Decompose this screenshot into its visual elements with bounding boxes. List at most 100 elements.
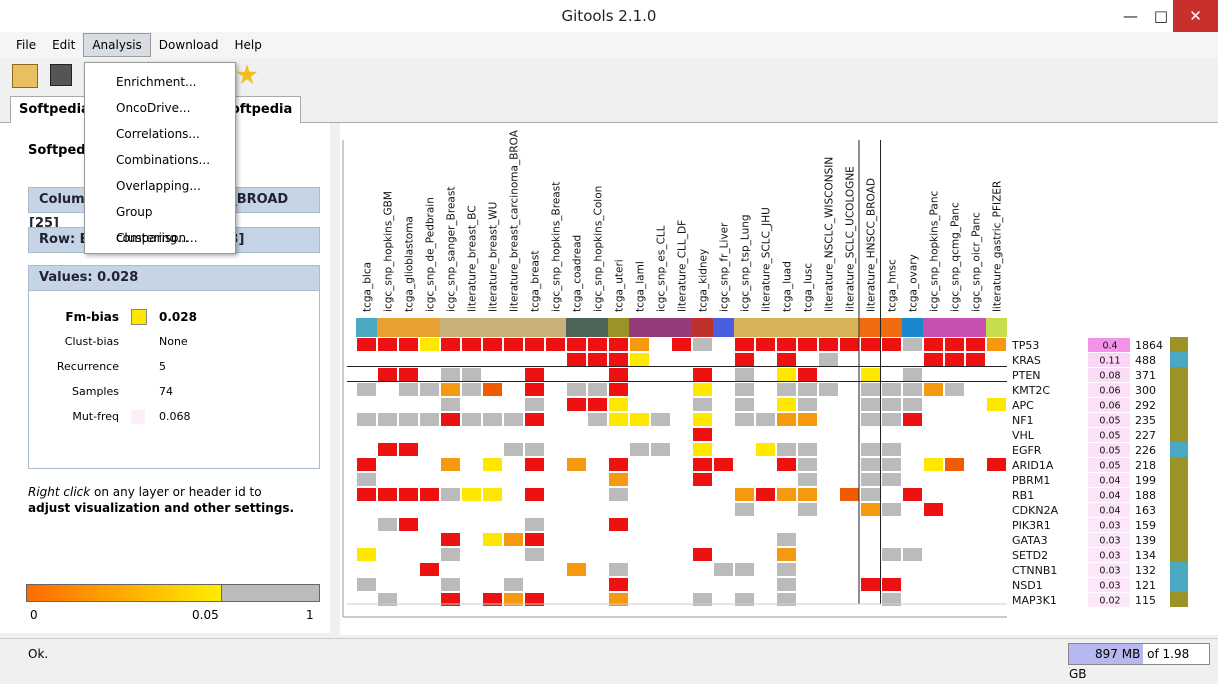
- heatmap-cell[interactable]: [903, 488, 922, 501]
- heatmap-cell[interactable]: [714, 563, 733, 576]
- heatmap-cell[interactable]: [588, 383, 607, 396]
- heatmap-cell[interactable]: [504, 578, 523, 591]
- heatmap-cell[interactable]: [462, 338, 481, 351]
- heatmap-cell[interactable]: [777, 593, 796, 606]
- heatmap-cell[interactable]: [756, 443, 775, 456]
- heatmap-cell[interactable]: [777, 338, 796, 351]
- heatmap-cell[interactable]: [420, 338, 439, 351]
- heatmap-cell[interactable]: [567, 383, 586, 396]
- heatmap-cell[interactable]: [630, 413, 649, 426]
- heatmap-cell[interactable]: [798, 443, 817, 456]
- heatmap-cell[interactable]: [924, 503, 943, 516]
- heatmap-cell[interactable]: [441, 368, 460, 381]
- heatmap-cell[interactable]: [861, 473, 880, 486]
- heatmap-cell[interactable]: [609, 338, 628, 351]
- heatmap-cell[interactable]: [903, 548, 922, 561]
- heatmap-cell[interactable]: [693, 413, 712, 426]
- heatmap-cell[interactable]: [399, 368, 418, 381]
- heatmap-cell[interactable]: [609, 413, 628, 426]
- heatmap-cell[interactable]: [945, 338, 964, 351]
- heatmap-cell[interactable]: [798, 413, 817, 426]
- heatmap-cell[interactable]: [735, 563, 754, 576]
- heatmap-cell[interactable]: [882, 398, 901, 411]
- heatmap-cell[interactable]: [798, 458, 817, 471]
- heatmap-cell[interactable]: [609, 383, 628, 396]
- menu-option[interactable]: Group comparison...: [116, 205, 198, 245]
- heatmap-cell[interactable]: [693, 338, 712, 351]
- menu-option[interactable]: Overlapping...: [116, 179, 201, 193]
- heatmap-cell[interactable]: [987, 338, 1006, 351]
- heatmap-cell[interactable]: [987, 398, 1006, 411]
- heatmap-cell[interactable]: [399, 443, 418, 456]
- heatmap-cell[interactable]: [735, 503, 754, 516]
- heatmap-cell[interactable]: [966, 353, 985, 366]
- heatmap-cell[interactable]: [735, 383, 754, 396]
- heatmap-cell[interactable]: [924, 458, 943, 471]
- heatmap-cell[interactable]: [588, 353, 607, 366]
- heatmap-cell[interactable]: [399, 488, 418, 501]
- heatmap-cell[interactable]: [882, 413, 901, 426]
- heatmap-cell[interactable]: [819, 353, 838, 366]
- heatmap-cell[interactable]: [630, 443, 649, 456]
- heatmap-cell[interactable]: [357, 473, 376, 486]
- close-button[interactable]: ✕: [1173, 0, 1218, 32]
- heatmap-cell[interactable]: [882, 383, 901, 396]
- heatmap-cell[interactable]: [903, 413, 922, 426]
- heatmap-cell[interactable]: [798, 473, 817, 486]
- heatmap-cell[interactable]: [693, 383, 712, 396]
- heatmap-cell[interactable]: [861, 443, 880, 456]
- heatmap-cell[interactable]: [861, 338, 880, 351]
- menu-item[interactable]: Help: [234, 38, 262, 52]
- heatmap-cell[interactable]: [420, 563, 439, 576]
- menu-item[interactable]: File: [16, 38, 37, 52]
- heatmap-cell[interactable]: [882, 458, 901, 471]
- heatmap-cell[interactable]: [735, 413, 754, 426]
- heatmap-cell[interactable]: [504, 593, 523, 606]
- heatmap-cell[interactable]: [966, 338, 985, 351]
- heatmap-cell[interactable]: [588, 338, 607, 351]
- heatmap-cell[interactable]: [483, 488, 502, 501]
- heatmap-cell[interactable]: [441, 458, 460, 471]
- heatmap-cell[interactable]: [735, 338, 754, 351]
- heatmap-cell[interactable]: [609, 488, 628, 501]
- heatmap-cell[interactable]: [357, 578, 376, 591]
- heatmap-cell[interactable]: [882, 473, 901, 486]
- heatmap-cell[interactable]: [441, 383, 460, 396]
- heatmap-cell[interactable]: [693, 473, 712, 486]
- heatmap-cell[interactable]: [819, 338, 838, 351]
- heatmap-cell[interactable]: [609, 398, 628, 411]
- heatmap-cell[interactable]: [735, 353, 754, 366]
- heatmap-cell[interactable]: [441, 338, 460, 351]
- heatmap-cell[interactable]: [630, 353, 649, 366]
- heatmap-cell[interactable]: [861, 383, 880, 396]
- heatmap-cell[interactable]: [861, 368, 880, 381]
- open-icon[interactable]: [12, 64, 38, 88]
- heatmap-cell[interactable]: [609, 578, 628, 591]
- heatmap-cell[interactable]: [399, 338, 418, 351]
- heatmap-cell[interactable]: [882, 578, 901, 591]
- heatmap-cell[interactable]: [945, 353, 964, 366]
- heatmap-cell[interactable]: [777, 458, 796, 471]
- heatmap-cell[interactable]: [462, 368, 481, 381]
- heatmap-cell[interactable]: [693, 398, 712, 411]
- heatmap-cell[interactable]: [882, 548, 901, 561]
- heatmap-cell[interactable]: [378, 413, 397, 426]
- heatmap-cell[interactable]: [987, 458, 1006, 471]
- heatmap-cell[interactable]: [861, 413, 880, 426]
- heatmap-cell[interactable]: [357, 383, 376, 396]
- heatmap-cell[interactable]: [525, 413, 544, 426]
- heatmap-cell[interactable]: [693, 548, 712, 561]
- heatmap-cell[interactable]: [777, 488, 796, 501]
- heatmap-cell[interactable]: [735, 593, 754, 606]
- heatmap-cell[interactable]: [693, 443, 712, 456]
- heatmap-cell[interactable]: [693, 593, 712, 606]
- heatmap-cell[interactable]: [378, 368, 397, 381]
- minimize-button[interactable]: —: [1123, 7, 1138, 25]
- heatmap-cell[interactable]: [420, 413, 439, 426]
- heatmap-cell[interactable]: [798, 398, 817, 411]
- heatmap-cell[interactable]: [378, 593, 397, 606]
- heatmap-cell[interactable]: [441, 488, 460, 501]
- heatmap-cell[interactable]: [924, 338, 943, 351]
- menu-option[interactable]: Combinations...: [116, 153, 211, 167]
- heatmap-cell[interactable]: [756, 413, 775, 426]
